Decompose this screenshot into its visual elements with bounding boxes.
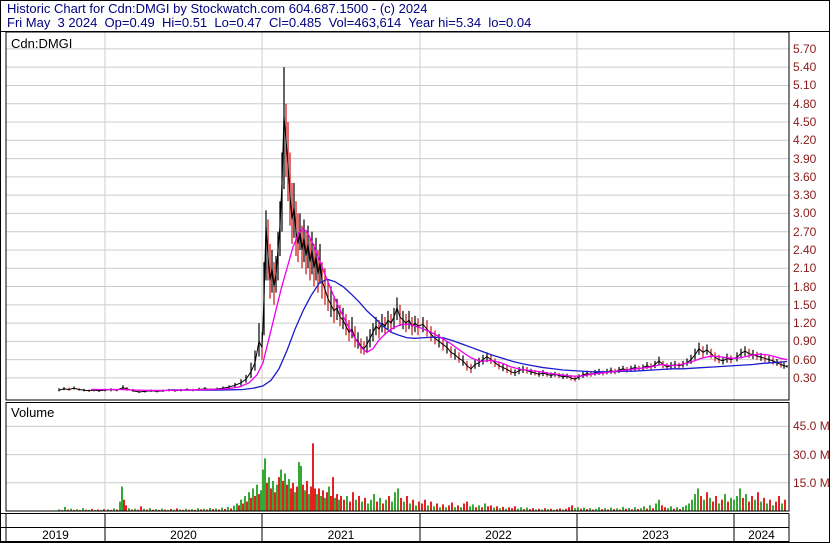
price-axis-tick: 1.80 bbox=[793, 279, 817, 294]
price-axis-tick: 3.90 bbox=[793, 151, 817, 166]
price-axis-tick: 2.10 bbox=[793, 261, 817, 276]
price-axis-tick: 3.30 bbox=[793, 188, 817, 203]
year-axis-label: 2020 bbox=[170, 528, 197, 542]
year-axis-label: 2019 bbox=[42, 528, 69, 542]
price-axis-tick: 3.00 bbox=[793, 206, 817, 221]
price-axis-tick: 5.70 bbox=[793, 41, 817, 56]
quote-summary-line: Fri May 3 2024 Op=0.49 Hi=0.51 Lo=0.47 C… bbox=[7, 15, 532, 30]
year-axis-label: 2024 bbox=[748, 528, 775, 542]
price-axis-tick: 2.40 bbox=[793, 242, 817, 257]
chart-title-line: Historic Chart for Cdn:DMGI by Stockwatc… bbox=[7, 1, 428, 16]
price-axis-tick: 2.70 bbox=[793, 224, 817, 239]
price-axis-tick: 0.60 bbox=[793, 352, 817, 367]
symbol-label: Cdn:DMGI bbox=[11, 36, 73, 51]
price-axis-tick: 5.40 bbox=[793, 60, 817, 75]
price-axis-tick: 5.10 bbox=[793, 78, 817, 93]
volume-pane-label: Volume bbox=[11, 405, 55, 420]
volume-axis-tick: 15.0 M bbox=[793, 475, 830, 490]
volume-axis-tick: 30.0 M bbox=[793, 447, 830, 462]
price-axis-tick: 4.50 bbox=[793, 115, 817, 130]
price-axis-tick: 4.80 bbox=[793, 96, 817, 111]
price-axis-tick: 4.20 bbox=[793, 133, 817, 148]
price-axis-tick: 0.90 bbox=[793, 334, 817, 349]
price-axis-tick: 1.50 bbox=[793, 297, 817, 312]
price-axis-tick: 0.30 bbox=[793, 370, 817, 385]
year-axis-label: 2022 bbox=[485, 528, 512, 542]
price-axis-tick: 3.60 bbox=[793, 169, 817, 184]
price-axis-tick: 1.20 bbox=[793, 316, 817, 331]
year-axis-label: 2021 bbox=[327, 528, 355, 542]
year-axis-label: 2023 bbox=[642, 528, 669, 542]
volume-axis-tick: 45.0 M bbox=[793, 419, 830, 434]
